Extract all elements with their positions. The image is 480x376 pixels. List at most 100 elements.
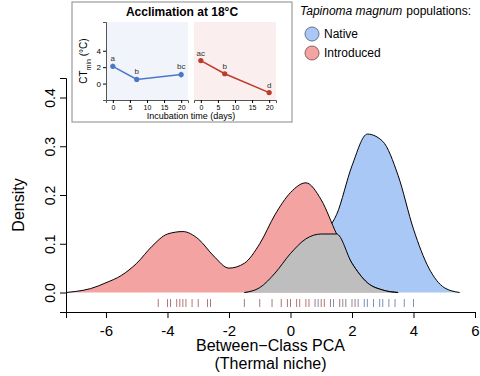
tick: 2 xyxy=(348,312,356,339)
annotation: bc xyxy=(177,62,185,71)
inset-frame xyxy=(72,2,292,122)
tick: 0.1 xyxy=(42,234,66,254)
tick-label: 5 xyxy=(128,104,132,111)
tick-mark xyxy=(181,100,182,103)
x-axis: -6-4-20246 xyxy=(67,312,480,339)
tick-mark xyxy=(218,100,219,103)
rug-tick xyxy=(207,299,208,307)
tick-label: 10 xyxy=(232,104,240,111)
tick: 0.4 xyxy=(42,88,66,108)
tick-mark xyxy=(106,312,107,318)
plot-area xyxy=(66,134,460,307)
tick: 0.0 xyxy=(42,283,66,303)
rug-tick xyxy=(244,299,245,307)
tick: 0.2 xyxy=(42,186,66,206)
tick-mark xyxy=(130,100,131,103)
tick-label: 4 xyxy=(410,322,418,339)
rug-tick xyxy=(290,299,291,307)
tick: 0 xyxy=(287,312,295,339)
tick-label: 5 xyxy=(216,104,220,111)
tick: 20 xyxy=(266,100,274,111)
rug-tick xyxy=(315,299,316,307)
point xyxy=(110,64,115,69)
tick-mark xyxy=(60,98,66,99)
rug-tick xyxy=(379,299,380,307)
inset-y-axis: 0 2 4 xyxy=(97,23,107,101)
rug-tick xyxy=(176,299,177,307)
inset-y-axis-title-part: (°C) xyxy=(78,38,89,59)
tick: 4 xyxy=(410,312,418,339)
tick-mark xyxy=(60,146,66,147)
inset-y-axis-title: CTmin (°C) xyxy=(78,38,92,83)
point xyxy=(267,90,272,95)
inset-y-axis-title-part: CT xyxy=(78,70,89,83)
tick: 2 xyxy=(97,63,106,72)
tick-label: 6 xyxy=(471,322,479,339)
rug-tick xyxy=(333,299,334,307)
rug-tick xyxy=(321,299,322,307)
x-axis-title: (Thermal niche) xyxy=(214,355,326,372)
tick-label: 15 xyxy=(249,104,257,111)
tick-label: 20 xyxy=(178,104,186,111)
tick: 20 xyxy=(178,100,186,111)
rug-tick xyxy=(308,299,309,307)
tick-mark xyxy=(103,51,106,52)
series-line xyxy=(201,61,269,93)
rug-tick xyxy=(355,299,356,307)
tick-label: 0.4 xyxy=(42,88,58,108)
rug-tick xyxy=(210,299,211,307)
legend-label: Native xyxy=(324,27,358,41)
tick: 15 xyxy=(161,100,169,111)
rug-tick xyxy=(367,299,368,307)
legend-swatch xyxy=(305,46,319,60)
tick-label: 0.2 xyxy=(42,186,58,206)
tick-mark xyxy=(269,100,270,103)
x-axis-title: Between−Class PCA xyxy=(196,337,345,354)
rug-tick xyxy=(364,299,365,307)
rug-tick xyxy=(318,299,319,307)
rug-tick xyxy=(305,299,306,307)
annotation: d xyxy=(267,81,271,90)
rug-tick xyxy=(182,299,183,307)
inset-y-axis-title-part: min xyxy=(85,59,92,70)
tick-label: 0.3 xyxy=(42,137,58,157)
rug-tick xyxy=(388,299,389,307)
tick-label: 0 xyxy=(199,104,203,111)
tick: 0 xyxy=(97,80,106,89)
legend: Tapinoma magnumpopulations:NativeIntrodu… xyxy=(300,4,471,60)
tick-mark xyxy=(235,100,236,103)
density-line xyxy=(244,234,398,293)
rug-tick xyxy=(296,299,297,307)
panel-background xyxy=(106,22,188,100)
rug-tick xyxy=(272,299,273,307)
rug-tick xyxy=(404,299,405,307)
rug-tick xyxy=(198,299,199,307)
rug-tick xyxy=(413,299,414,307)
rug-tick xyxy=(330,299,331,307)
tick-mark xyxy=(103,67,106,68)
axis-line xyxy=(67,313,476,319)
y-axis-title: Density xyxy=(10,178,27,231)
tick: 6 xyxy=(471,312,479,339)
tick-mark xyxy=(60,244,66,245)
density-line xyxy=(66,183,398,293)
rug-tick xyxy=(339,299,340,307)
tick-mark xyxy=(475,312,476,318)
rug-tick xyxy=(281,299,282,307)
tick-mark xyxy=(60,195,66,196)
rug-tick xyxy=(179,299,180,307)
rug-tick xyxy=(170,299,171,307)
point xyxy=(134,77,139,82)
tick-label: -6 xyxy=(100,322,113,339)
tick-mark xyxy=(229,312,230,318)
legend-swatch xyxy=(305,27,319,41)
tick-mark xyxy=(147,100,148,103)
tick-label: 20 xyxy=(266,104,274,111)
annotation: ac xyxy=(197,49,205,58)
inset: Acclimation at 18°Cabbc05101520024acbd05… xyxy=(72,2,292,122)
tick-label: 0.0 xyxy=(42,283,58,303)
tick: 4 xyxy=(97,47,106,56)
legend-title-part: Tapinoma magnum xyxy=(300,4,402,18)
tick-mark xyxy=(103,84,106,85)
axis-line xyxy=(103,23,107,101)
